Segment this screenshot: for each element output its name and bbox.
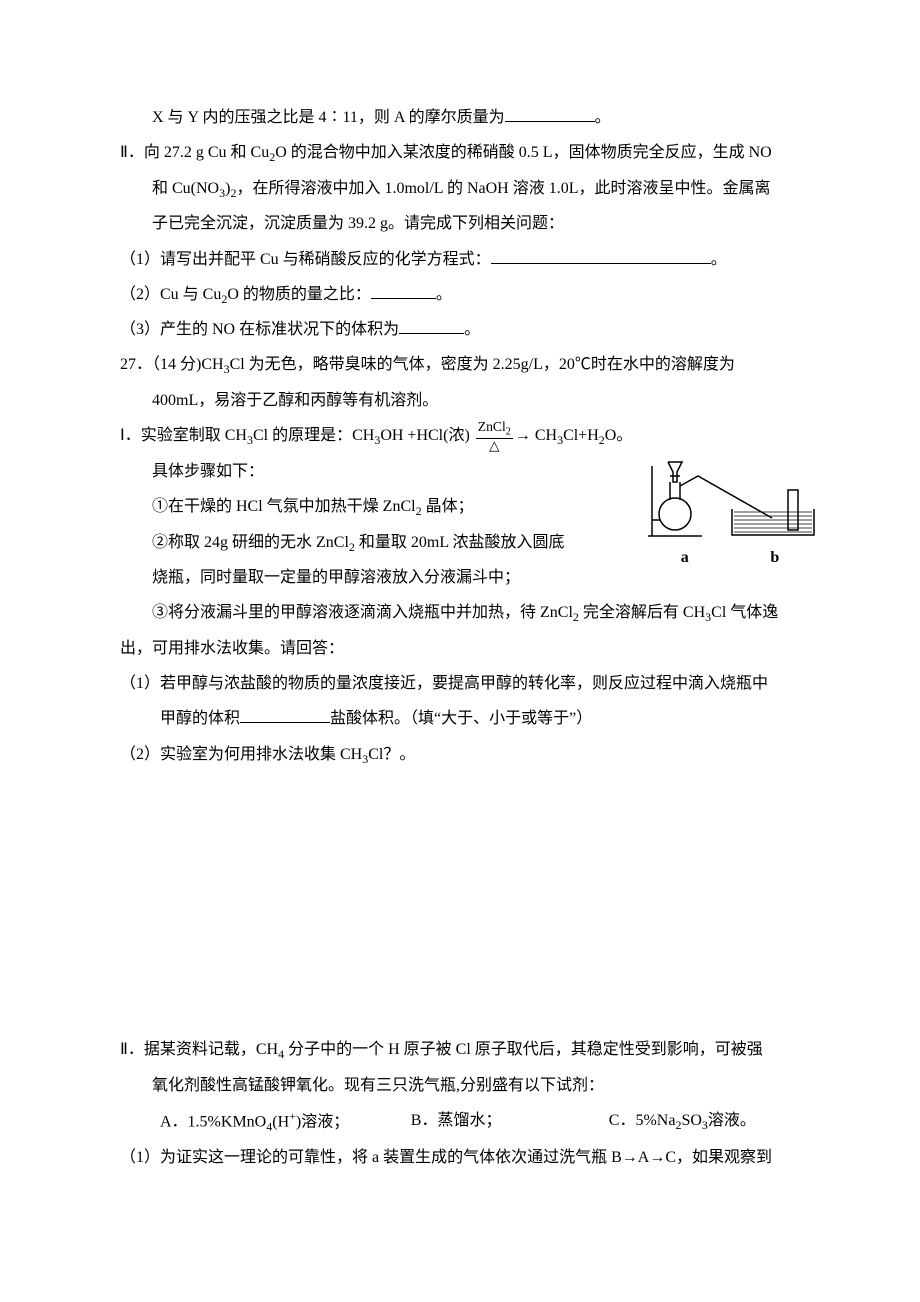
q26-3-end: 。 — [464, 321, 480, 338]
reaction-condition: ZnCl2△ — [476, 420, 513, 454]
q26-1-end: 。 — [711, 251, 727, 268]
q27-2: （2）实验室为何用排水法收集 CH3Cl？。 — [120, 737, 820, 773]
q27-1a: （1）若甲醇与浓盐酸的物质的量浓度接近，要提高甲醇的转化率，则反应过程中滴入烧瓶… — [120, 666, 820, 701]
heat-symbol: △ — [476, 439, 513, 454]
q27-lead-1: 27．（14 分)CH3Cl 为无色，略带臭味的气体，密度为 2.25g/L，2… — [120, 347, 820, 383]
text-end: 。 — [595, 109, 611, 126]
reagent-B: B．蒸馏水； — [411, 1103, 609, 1140]
blank-molar-mass — [505, 105, 595, 122]
section-II-lead-1: Ⅱ．向 27.2 g Cu 和 Cu2O 的混合物中加入某浓度的稀硝酸 0.5 … — [120, 135, 820, 171]
q27-step-3b: 出，可用排水法收集。请回答： — [120, 631, 820, 666]
blank-equation — [491, 247, 711, 264]
reagent-A: A．1.5%KMnO4(H+)溶液； — [160, 1103, 411, 1140]
q27-II-lead-1: Ⅱ．据某资料记载，CH4 分子中的一个 H 原子被 Cl 原子取代后，其稳定性受… — [120, 1032, 820, 1068]
reaction-arrow: → — [515, 427, 531, 444]
q27-1b-pre: 甲醇的体积 — [160, 710, 240, 727]
q27-1b-post: 盐酸体积。（填“大于、小于或等于”） — [330, 710, 592, 727]
blank-space — [120, 772, 820, 1032]
text-line: X 与 Y 内的压强之比是 4∶11，则 A 的摩尔质量为 — [152, 109, 505, 126]
q26-2-text: （2）Cu 与 Cu2O 的物质的量之比： — [120, 286, 371, 303]
reagent-row: A．1.5%KMnO4(H+)溶液； B．蒸馏水； C．5%Na2SO3溶液。 — [120, 1103, 820, 1140]
q27-step-2a: ②称取 24g 研细的无水 ZnCl2 和量取 20mL 浓盐酸放入圆底 — [120, 525, 820, 561]
q27-step-1: ①在干燥的 HCl 气氛中加热干燥 ZnCl2 晶体； — [120, 489, 820, 525]
q27-II-1: （1）为证实这一理论的可靠性，将 a 装置生成的气体依次通过洗气瓶 B→A→C，… — [120, 1140, 820, 1175]
blank-volume — [399, 317, 464, 334]
q27-steps-title: 具体步骤如下： — [120, 454, 820, 489]
q26-2-end: 。 — [436, 286, 452, 303]
catalyst-label: ZnCl2 — [476, 420, 513, 439]
q26-1-text: （1）请写出并配平 Cu 与稀硝酸反应的化学方程式： — [120, 251, 491, 268]
q26-3-text: （3）产生的 NO 在标准状况下的体积为 — [120, 321, 399, 338]
blank-volume-compare — [240, 706, 330, 723]
q27-I-products: CH3Cl+H2O。 — [535, 427, 633, 444]
blank-mole-ratio — [371, 282, 436, 299]
q27-step-3a: ③将分液漏斗里的甲醇溶液逐滴滴入烧瓶中并加热，待 ZnCl2 完全溶解后有 CH… — [120, 595, 820, 631]
section-II-lead-2: 和 Cu(NO3)2，在所得溶液中加入 1.0mol/L 的 NaOH 溶液 1… — [120, 171, 820, 207]
q27-step-2b: 烧瓶，同时量取一定量的甲醇溶液放入分液漏斗中； — [120, 560, 820, 595]
reagent-C: C．5%Na2SO3溶液。 — [609, 1103, 820, 1140]
q27-II-lead-2: 氧化剂酸性高锰酸钾氧化。现有三只洗气瓶,分别盛有以下试剂： — [120, 1068, 820, 1103]
q27-I-lead: Ⅰ．实验室制取 CH3Cl 的原理是：CH3OH +HCl(浓) — [120, 427, 470, 444]
section-II-lead-3: 子已完全沉淀，沉淀质量为 39.2 g。请完成下列相关问题： — [120, 206, 820, 241]
q27-lead-2: 400mL，易溶于乙醇和丙醇等有机溶剂。 — [120, 383, 820, 418]
